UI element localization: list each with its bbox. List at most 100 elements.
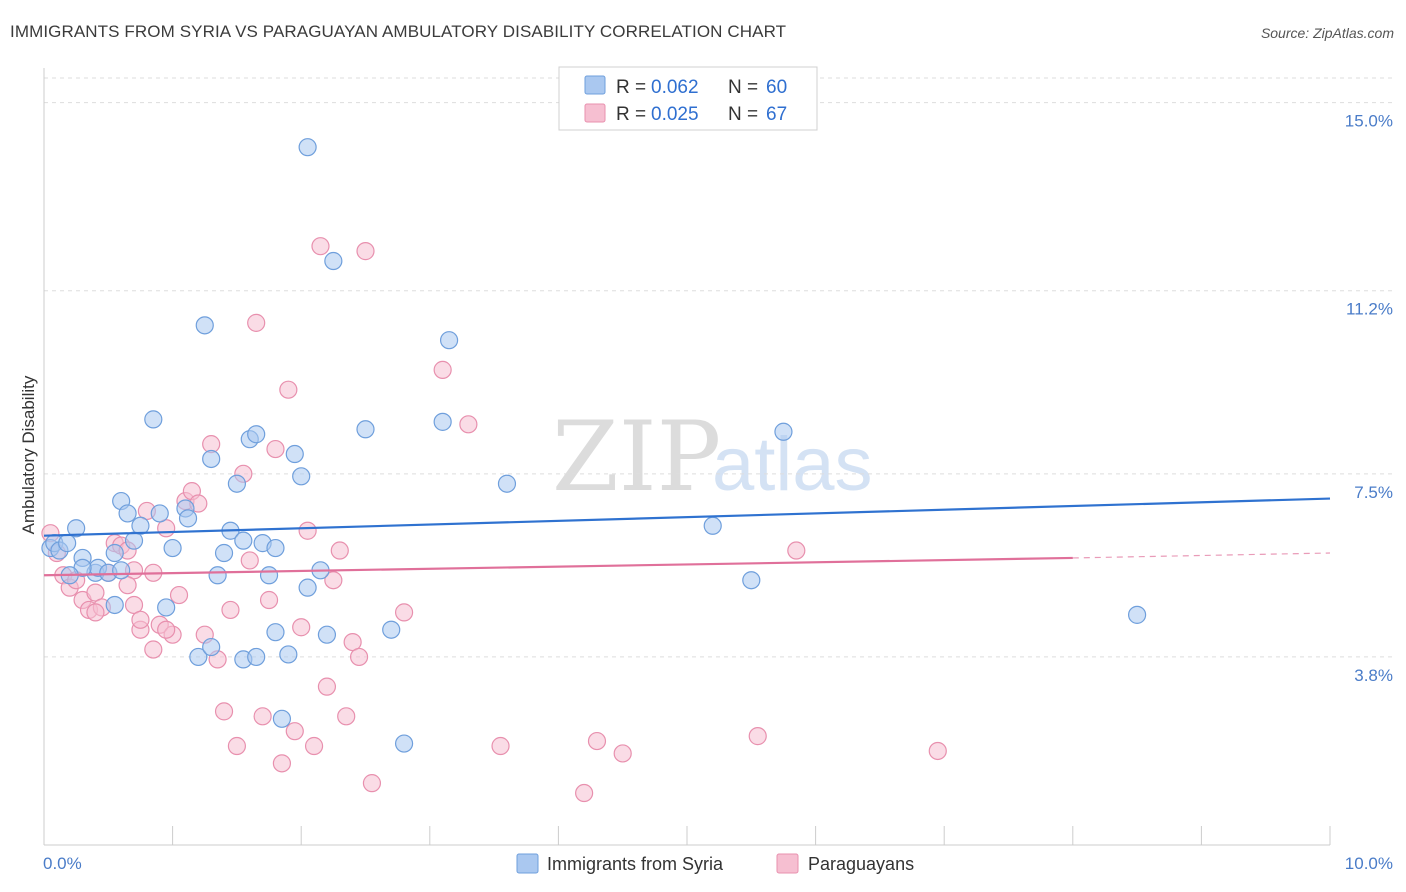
point-syria-11 [118,504,137,523]
point-syria-37 [285,444,304,464]
point-syria-47 [433,412,452,431]
point-paraguayans-40 [292,618,311,637]
point-paraguayans-59 [748,727,767,746]
data-points [41,138,1147,803]
legend-n-value-paraguayans: 67 [766,104,787,125]
point-syria-9 [105,543,124,563]
point-paraguayans-58 [613,744,632,763]
legend-n-label-syria: N = [728,77,758,98]
correlation-legend: R = 0.062 N = 60 R = 0.025 N = 67 [558,66,818,131]
point-syria-52 [774,422,793,441]
trend-lines [43,497,1331,577]
point-syria-45 [382,620,401,639]
point-paraguayans-61 [928,741,947,761]
y-tick-label-3: 15.0% [1345,112,1393,131]
grid [44,77,1392,658]
legend-r-value-paraguayans: 0.025 [651,104,699,125]
point-paraguayans-34 [253,707,272,726]
point-paraguayans-44 [317,677,337,696]
point-paraguayans-47 [337,707,356,726]
series-legend-label-syria: Immigrants from Syria [547,854,724,874]
legend-n-label-paraguayans: N = [728,104,758,125]
point-paraguayans-51 [362,774,382,793]
watermark-zip: ZIP [552,401,721,513]
point-paraguayans-38 [279,380,298,399]
point-paraguayans-57 [587,731,607,751]
watermark-atlas: atlas [712,422,873,507]
legend-swatch-paraguayans [584,103,606,123]
point-syria-57 [112,561,131,580]
point-paraguayans-35 [259,590,279,610]
trend-line-paraguayans-extension [1072,552,1331,559]
legend-n-value-syria: 60 [766,77,787,98]
point-syria-13 [131,516,150,535]
point-syria-54 [202,637,221,657]
legend-r-label-paraguayans: R = [616,104,646,125]
chart-source: Source: ZipAtlas.com [1260,25,1394,41]
y-tick-label-1: 7.5% [1354,483,1393,502]
point-syria-15 [150,504,169,523]
point-syria-38 [292,467,311,486]
point-syria-55 [157,598,176,617]
point-syria-25 [227,474,246,493]
point-syria-53 [1127,605,1147,624]
point-syria-40 [298,138,317,157]
point-paraguayans-54 [459,415,478,434]
point-syria-49 [497,474,517,493]
point-syria-50 [703,516,722,535]
point-paraguayans-45 [324,571,343,590]
point-syria-21 [202,449,221,469]
point-syria-46 [394,734,414,753]
point-syria-32 [259,566,279,585]
point-syria-51 [742,571,761,590]
series-legend-swatch-syria [516,853,539,874]
point-paraguayans-41 [298,521,317,540]
point-paraguayans-43 [311,237,330,256]
chart-title: IMMIGRANTS FROM SYRIA VS PARAGUAYAN AMBU… [10,22,787,41]
series-legend-swatch-paraguayans [776,853,799,874]
legend-swatch-syria [584,75,606,95]
point-syria-18 [178,509,198,528]
series-legend: Immigrants from Syria Paraguayans [516,853,914,874]
point-syria-35 [272,709,292,728]
tick-labels: 3.8% 7.5% 11.2% 15.0% 0.0% 10.0% [43,112,1393,873]
point-syria-4 [67,519,86,538]
axes [43,68,1331,846]
point-paraguayans-52 [394,603,414,622]
point-paraguayans-42 [304,736,324,756]
point-paraguayans-28 [214,702,234,721]
point-paraguayans-60 [787,541,806,560]
trend-line-syria [43,497,1331,537]
trend-line-paraguayans [43,556,1073,577]
point-syria-44 [356,420,375,439]
point-paraguayans-21 [169,585,189,605]
y-tick-label-2: 11.2% [1346,300,1393,319]
point-paraguayans-32 [240,551,259,570]
point-paraguayans-63 [86,603,105,622]
x-tick-label-1: 10.0% [1345,854,1393,873]
point-paraguayans-62 [131,610,150,629]
point-syria-34 [266,538,285,558]
point-paraguayans-66 [157,620,176,639]
point-syria-56 [105,595,124,615]
point-paraguayans-29 [221,600,240,620]
point-syria-19 [189,647,208,667]
point-syria-16 [163,538,182,558]
point-paraguayans-64 [144,640,163,659]
point-syria-33 [266,623,285,642]
point-paraguayans-55 [491,736,510,756]
point-paraguayans-36 [266,439,285,459]
point-syria-30 [247,647,266,667]
point-paraguayans-50 [356,242,375,261]
point-paraguayans-53 [433,360,452,379]
point-paraguayans-39 [285,722,304,741]
point-paraguayans-46 [330,541,349,560]
legend-r-value-syria: 0.062 [651,77,699,98]
point-syria-42 [317,625,337,644]
point-syria-39 [298,578,317,597]
point-syria-29 [247,425,266,444]
point-syria-23 [214,543,234,563]
point-syria-3 [58,534,77,553]
point-paraguayans-56 [575,783,594,803]
